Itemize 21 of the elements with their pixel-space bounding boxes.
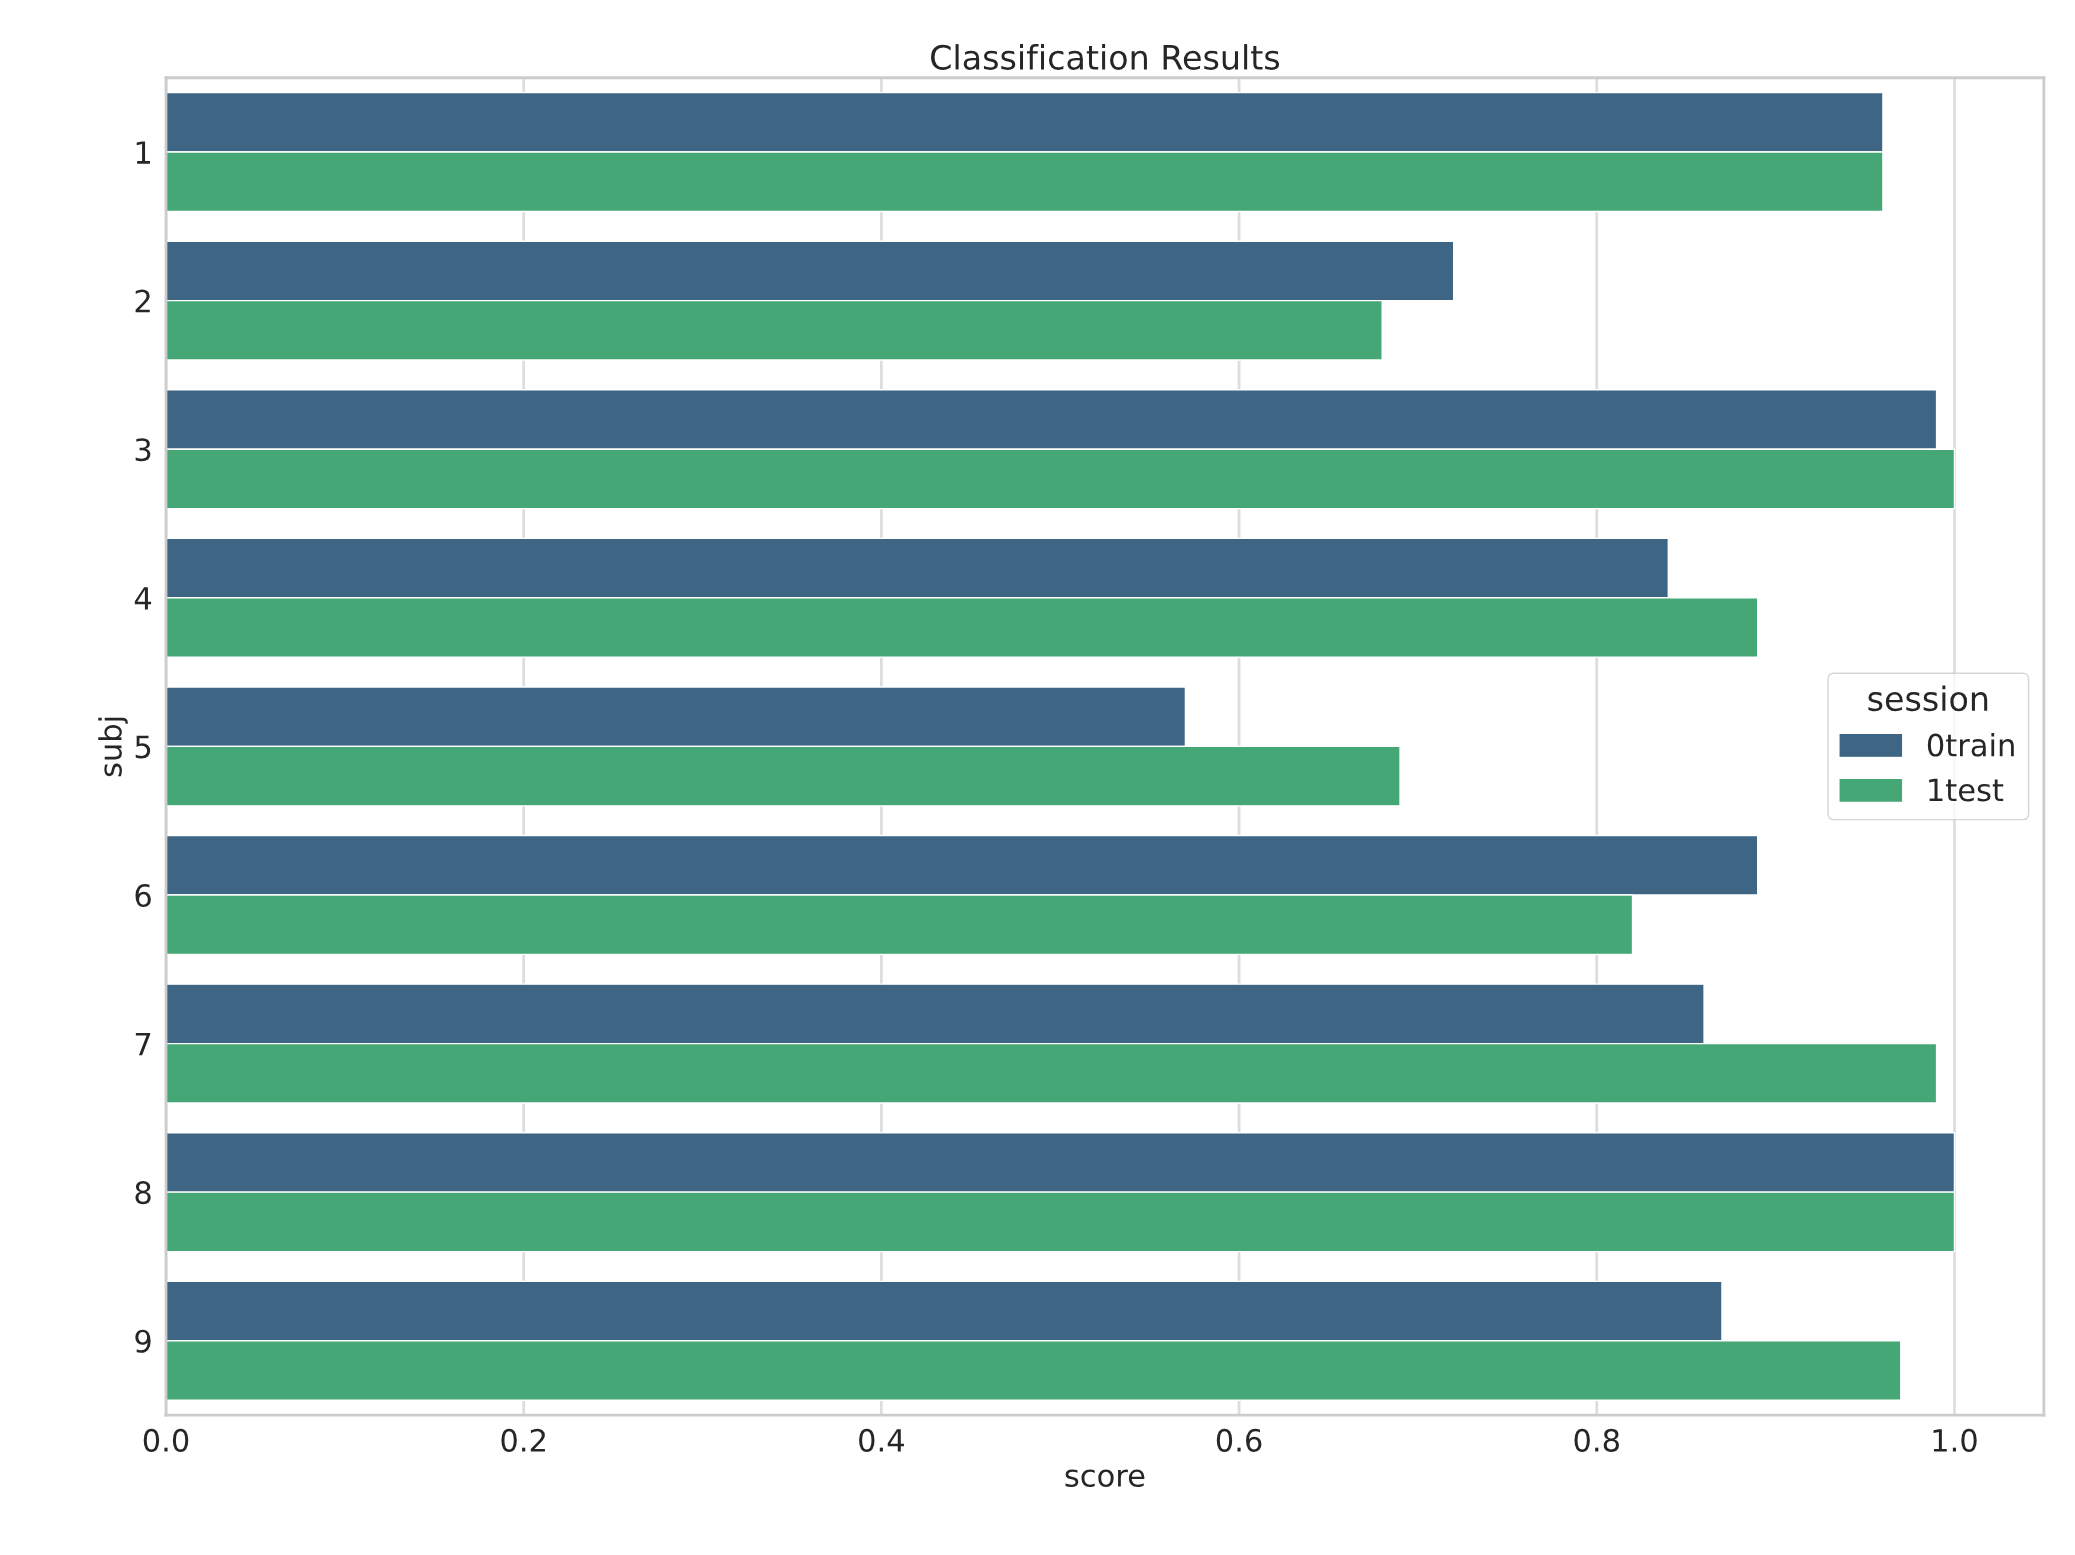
y-tick-label: 5 — [135, 735, 151, 759]
legend-label: 1test — [1929, 778, 2004, 802]
y-axis-title: subj — [98, 717, 128, 777]
x-axis-title: score — [1065, 1469, 1145, 1488]
x-tick-label: 0.2 — [501, 1428, 545, 1452]
y-tick-label: 8 — [135, 1181, 151, 1205]
y-tick-label: 1 — [136, 141, 150, 164]
chart-title: Classification Results — [931, 44, 1280, 70]
x-tick-label: 1.0 — [1933, 1428, 1977, 1452]
x-tick-label: 0.8 — [1574, 1428, 1619, 1452]
y-tick-label: 3 — [135, 438, 151, 462]
y-tick-label: 4 — [134, 587, 152, 610]
legend-label: 0train — [1927, 732, 2014, 757]
x-tick-label: 0.6 — [1216, 1428, 1262, 1452]
y-tick-label: 6 — [135, 883, 151, 908]
y-tick-label: 9 — [135, 1329, 151, 1353]
x-tick-label: 0.0 — [143, 1428, 189, 1452]
x-tick-label: 0.4 — [859, 1428, 904, 1452]
y-tick-label: 7 — [135, 1032, 151, 1056]
legend-title: session — [1868, 685, 1988, 712]
y-tick-label: 2 — [135, 289, 150, 313]
